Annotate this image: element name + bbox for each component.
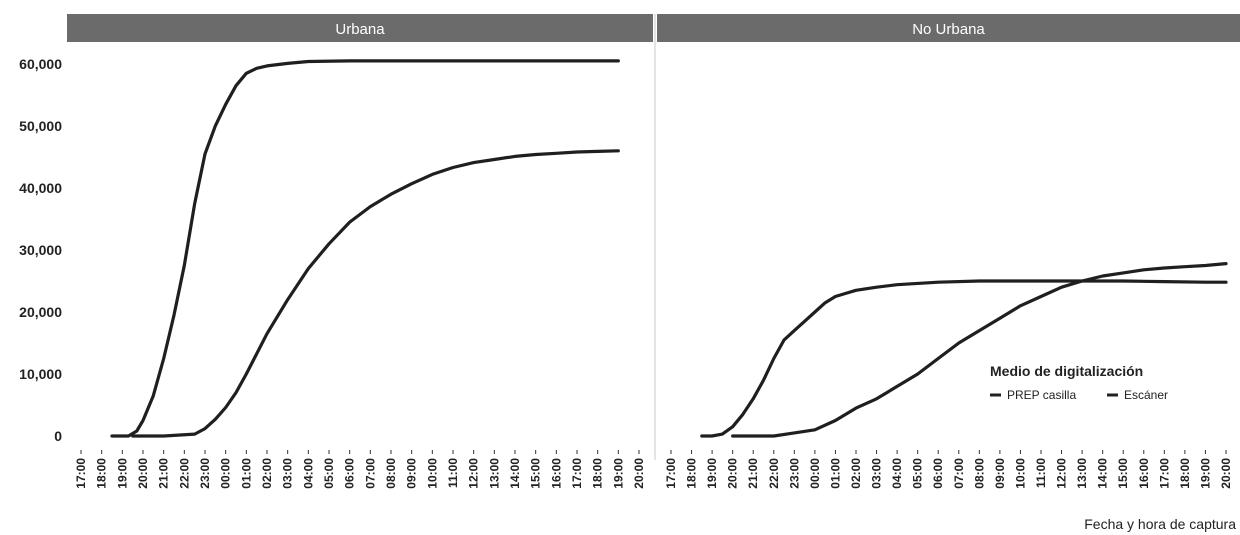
x-tick-label: 11:00 (1034, 458, 1048, 488)
x-axis-title: Fecha y hora de captura (1084, 516, 1236, 532)
x-tick-label: 02:00 (260, 458, 274, 489)
x-tick-label: 13:00 (487, 458, 501, 489)
x-tick-label: 18:00 (95, 458, 109, 489)
x-tick-label: 14:00 (508, 458, 522, 489)
x-tick-label: 13:00 (1075, 458, 1089, 489)
panel-background (67, 42, 653, 468)
x-tick-label: 22:00 (177, 458, 191, 489)
x-tick-label: 19:00 (1198, 458, 1212, 489)
x-tick-label: 02:00 (849, 458, 863, 489)
panels-group: Urbana No Urbana (67, 14, 1240, 468)
x-tick-label: 10:00 (1013, 458, 1027, 489)
x-tick-label: 11:00 (446, 458, 460, 488)
legend-label-prep-casilla: PREP casilla (1007, 388, 1076, 402)
x-axis: 17:00 18:00 19:00 20:00 21:00 22:00 23:00 00:00… (74, 450, 1233, 489)
panel-background (657, 42, 1240, 468)
x-tick-label: 08:00 (384, 458, 398, 489)
panel-title: Urbana (335, 21, 385, 38)
y-tick-label: 60,000 (19, 56, 62, 72)
x-tick-label: 01:00 (239, 458, 253, 489)
x-tick-label: 04:00 (301, 458, 315, 489)
x-tick-label: 22:00 (767, 458, 781, 489)
x-tick-label: 09:00 (405, 458, 419, 489)
x-tick-label: 03:00 (870, 458, 884, 489)
x-tick-label: 04:00 (890, 458, 904, 489)
y-tick-label: 10,000 (19, 366, 62, 382)
y-tick-label: 30,000 (19, 242, 62, 258)
x-tick-label: 12:00 (467, 458, 481, 489)
x-tick-label: 09:00 (993, 458, 1007, 489)
x-tick-label: 21:00 (746, 458, 760, 489)
series-line-prep-casilla (700, 279, 1228, 438)
legend-title: Medio de digitalización (990, 363, 1143, 379)
x-tick-label: 16:00 (1137, 458, 1151, 489)
x-tick-label: 15:00 (529, 458, 543, 489)
y-axis: 0 10,000 20,000 30,000 40,000 50,000 60,000 (19, 56, 62, 444)
x-tick-label: 07:00 (952, 458, 966, 489)
y-tick-label: 0 (54, 428, 62, 444)
y-tick-label: 40,000 (19, 180, 62, 196)
x-tick-label: 18:00 (1178, 458, 1192, 489)
x-tick-label: 07:00 (363, 458, 377, 489)
x-tick-label: 23:00 (198, 458, 212, 489)
x-tick-label: 16:00 (549, 458, 563, 489)
x-tick-label: 17:00 (1157, 458, 1171, 489)
x-tick-label: 12:00 (1055, 458, 1069, 489)
x-tick-label: 06:00 (931, 458, 945, 489)
x-tick-label: 18:00 (591, 458, 605, 489)
x-tick-label: 17:00 (570, 458, 584, 489)
x-tick-label: 19:00 (705, 458, 719, 489)
x-tick-label: 05:00 (911, 458, 925, 489)
x-tick-label: 06:00 (343, 458, 357, 489)
x-tick-label: 20:00 (632, 458, 646, 489)
panel-strip (657, 14, 1240, 42)
x-tick-label: 20:00 (136, 458, 150, 489)
x-tick-label: 15:00 (1116, 458, 1130, 489)
x-tick-label: 23:00 (787, 458, 801, 489)
x-tick-label: 18:00 (685, 458, 699, 489)
x-tick-label: 14:00 (1096, 458, 1110, 489)
x-tick-label: 10:00 (425, 458, 439, 489)
x-tick-label: 03:00 (281, 458, 295, 489)
x-tick-label: 17:00 (664, 458, 678, 489)
x-tick-label: 19:00 (611, 458, 625, 489)
series-line-prep-casilla (110, 59, 620, 438)
series-line-escaner (131, 149, 620, 438)
x-tick-label: 21:00 (157, 458, 171, 489)
x-tick-label: 20:00 (726, 458, 740, 489)
x-tick-label: 00:00 (219, 458, 233, 489)
panel-title: No Urbana (912, 21, 985, 38)
series-line-escaner (731, 262, 1228, 438)
y-tick-label: 50,000 (19, 118, 62, 134)
y-tick-label: 20,000 (19, 304, 62, 320)
x-tick-label: 05:00 (322, 458, 336, 489)
legend: Medio de digitalización PREP casilla Esc… (990, 363, 1168, 402)
legend-label-escaner: Escáner (1124, 388, 1168, 402)
x-tick-label: 17:00 (74, 458, 88, 489)
x-tick-label: 19:00 (115, 458, 129, 489)
panel-strip (67, 14, 653, 42)
x-tick-label: 01:00 (828, 458, 842, 489)
x-tick-label: 00:00 (808, 458, 822, 489)
x-tick-label: 20:00 (1219, 458, 1233, 489)
x-tick-label: 08:00 (972, 458, 986, 489)
